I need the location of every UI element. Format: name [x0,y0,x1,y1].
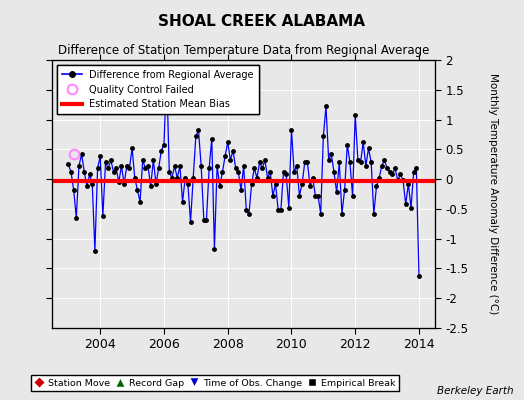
Text: SHOAL CREEK ALABAMA: SHOAL CREEK ALABAMA [158,14,366,29]
Legend: Station Move, Record Gap, Time of Obs. Change, Empirical Break: Station Move, Record Gap, Time of Obs. C… [31,375,399,391]
Text: Berkeley Earth: Berkeley Earth [437,386,514,396]
Legend: Difference from Regional Average, Quality Control Failed, Estimated Station Mean: Difference from Regional Average, Qualit… [57,65,259,114]
Y-axis label: Monthly Temperature Anomaly Difference (°C): Monthly Temperature Anomaly Difference (… [488,73,498,315]
Title: Difference of Station Temperature Data from Regional Average: Difference of Station Temperature Data f… [58,44,429,58]
